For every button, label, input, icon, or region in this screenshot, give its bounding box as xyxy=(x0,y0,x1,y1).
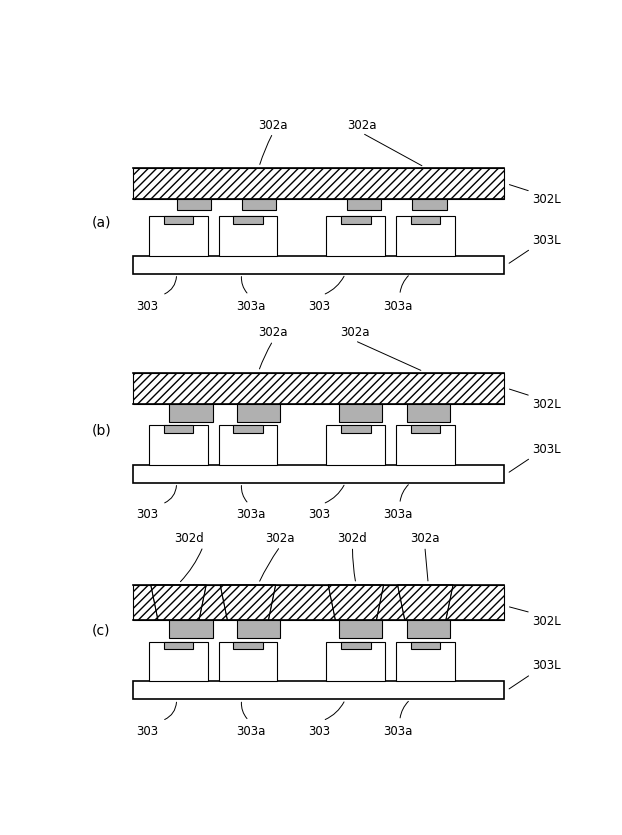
Bar xyxy=(169,620,213,638)
Text: 303: 303 xyxy=(308,300,330,312)
Text: 302a: 302a xyxy=(340,326,369,339)
Polygon shape xyxy=(220,585,276,620)
Text: 303a: 303a xyxy=(384,509,413,522)
Bar xyxy=(341,641,371,650)
Bar xyxy=(218,425,277,465)
Bar xyxy=(133,585,504,620)
Text: 303: 303 xyxy=(308,509,330,522)
Bar xyxy=(411,425,440,433)
Text: 302a: 302a xyxy=(266,532,295,545)
Polygon shape xyxy=(397,585,453,620)
Bar xyxy=(341,216,371,224)
Text: (b): (b) xyxy=(92,423,112,437)
Bar xyxy=(133,681,504,700)
Text: 303a: 303a xyxy=(236,509,266,522)
Text: 303a: 303a xyxy=(384,725,413,738)
Text: 303L: 303L xyxy=(532,443,561,456)
Bar xyxy=(396,216,455,256)
Text: 302d: 302d xyxy=(174,532,203,545)
Text: 302L: 302L xyxy=(532,398,561,411)
Bar xyxy=(407,620,450,638)
Text: 302a: 302a xyxy=(410,532,440,545)
Bar xyxy=(327,216,385,256)
Bar xyxy=(149,425,208,465)
Bar xyxy=(149,641,208,681)
Polygon shape xyxy=(151,585,207,620)
Text: 302a: 302a xyxy=(348,119,377,132)
Bar xyxy=(233,216,262,224)
Bar xyxy=(164,641,193,650)
Bar xyxy=(133,169,504,200)
Bar xyxy=(233,425,262,433)
Bar xyxy=(218,216,277,256)
Bar xyxy=(237,620,281,638)
Text: 302L: 302L xyxy=(532,615,561,628)
Text: 303: 303 xyxy=(137,300,159,312)
Bar xyxy=(396,641,455,681)
Text: 303a: 303a xyxy=(384,300,413,312)
Text: 303: 303 xyxy=(308,725,330,738)
Text: 303a: 303a xyxy=(236,300,266,312)
Bar xyxy=(233,641,262,650)
Bar xyxy=(133,465,504,483)
Text: 302a: 302a xyxy=(258,326,288,339)
Bar xyxy=(411,216,440,224)
Bar xyxy=(346,200,381,210)
Bar xyxy=(177,200,211,210)
Bar xyxy=(164,425,193,433)
Text: 303L: 303L xyxy=(532,234,561,247)
Text: 302a: 302a xyxy=(258,119,288,132)
Bar xyxy=(149,216,208,256)
Bar xyxy=(396,425,455,465)
Text: 303L: 303L xyxy=(532,660,561,672)
Bar xyxy=(327,425,385,465)
Text: 302d: 302d xyxy=(338,532,368,545)
Bar xyxy=(164,216,193,224)
Bar xyxy=(169,403,213,422)
Bar xyxy=(218,641,277,681)
Text: (a): (a) xyxy=(92,215,112,230)
Text: 302L: 302L xyxy=(532,194,561,206)
Bar xyxy=(407,403,450,422)
Bar xyxy=(327,641,385,681)
Polygon shape xyxy=(328,585,384,620)
Text: (c): (c) xyxy=(92,624,111,638)
Bar xyxy=(133,372,504,403)
Bar xyxy=(341,425,371,433)
Bar xyxy=(339,620,383,638)
Text: 303: 303 xyxy=(137,509,159,522)
Text: 303a: 303a xyxy=(236,725,266,738)
Bar xyxy=(237,403,281,422)
Bar xyxy=(412,200,447,210)
Bar xyxy=(133,256,504,274)
Bar xyxy=(339,403,383,422)
Text: 303: 303 xyxy=(137,725,159,738)
Bar xyxy=(411,641,440,650)
Bar xyxy=(242,200,276,210)
